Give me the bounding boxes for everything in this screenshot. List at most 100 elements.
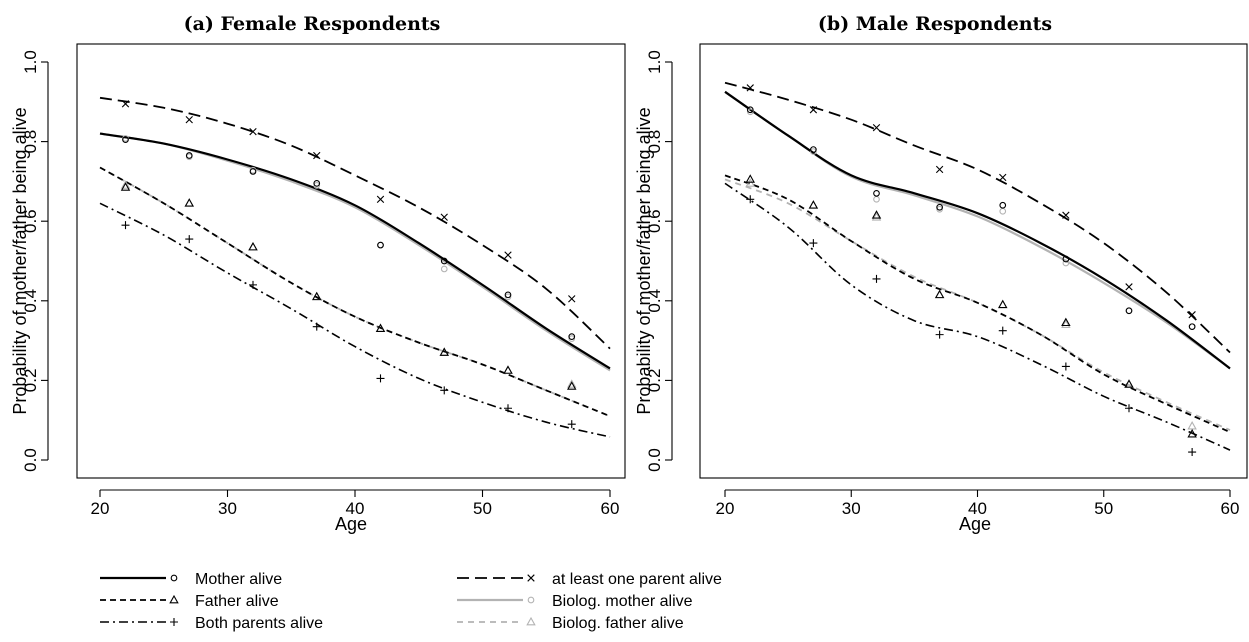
data-point-biomother (936, 205, 943, 213)
data-point-both (440, 386, 449, 395)
data-point-mother (1188, 323, 1196, 331)
y-tick-label: 0.4 (21, 289, 40, 313)
y-tick-label: 1.0 (21, 50, 40, 74)
data-point-mother (185, 152, 193, 159)
x-tick-label: 50 (1094, 499, 1113, 518)
legend-label: Biolog. mother alive (552, 593, 693, 610)
y-tick-label: 0.8 (21, 130, 40, 154)
data-point-atleast (746, 84, 754, 92)
y-tick-label: 0.6 (21, 209, 40, 233)
data-point-biomother (313, 182, 321, 189)
chart-title: (a) Female Respondents (184, 13, 441, 35)
legend-label: Both parents alive (195, 615, 323, 632)
data-point-biomother (1062, 259, 1070, 267)
data-point-father (567, 381, 577, 390)
data-point-mother (313, 180, 321, 187)
data-point-both (504, 404, 512, 413)
legend-item-biofather: Biolog. father alive (457, 615, 684, 632)
data-point-biofather (745, 178, 755, 187)
legend-marker (170, 618, 178, 626)
data-point-both (249, 280, 257, 289)
data-point-atleast (1062, 211, 1070, 219)
y-tick-label: 0.2 (645, 369, 664, 393)
x-tick-label: 40 (346, 499, 365, 518)
data-point-mother (377, 241, 384, 249)
legend-item-atleast: at least one parent alive (457, 571, 722, 588)
series-points (745, 84, 1197, 457)
y-tick-label: 0.2 (21, 369, 40, 393)
data-point-both (1125, 404, 1133, 413)
data-point-father (998, 299, 1008, 309)
series-line-mother (724, 90, 1231, 370)
data-point-father (1061, 317, 1071, 327)
data-point-father (745, 174, 755, 183)
legend-marker (169, 594, 179, 604)
data-point-father (248, 241, 258, 251)
y-axis-label: Probability of mother/father being alive (634, 107, 654, 414)
x-axis: 20 30 40 50 60 (91, 489, 620, 518)
data-point-biofather (1187, 421, 1197, 430)
x-tick-label: 60 (1221, 499, 1240, 518)
data-point-both (809, 239, 818, 248)
data-point-mother (568, 333, 576, 340)
data-point-both (746, 195, 755, 204)
data-point-atleast (809, 106, 818, 114)
data-point-mother (504, 291, 512, 299)
data-point-mother (936, 203, 943, 211)
data-point-atleast (440, 213, 448, 221)
data-point-both (312, 322, 321, 331)
data-point-biomother (504, 293, 512, 301)
series-line-biomother (724, 90, 1231, 370)
series-line-atleast (99, 96, 611, 350)
x-tick-label: 60 (601, 499, 620, 518)
data-point-father (503, 365, 513, 374)
data-point-both (998, 326, 1007, 335)
x-tick-label: 40 (968, 499, 987, 518)
data-point-mother (122, 136, 129, 143)
y-tick-label: 0.6 (645, 209, 664, 233)
x-axis: 20 30 40 50 60 (716, 489, 1240, 518)
data-point-mother (999, 201, 1007, 209)
data-point-atleast (872, 123, 881, 132)
data-point-father (375, 323, 386, 333)
chart-title: (b) Male Respondents (818, 13, 1052, 35)
legend-item-mother: Mother alive (100, 571, 282, 588)
plot-frame (76, 43, 626, 479)
data-point-father (120, 182, 131, 191)
legend-label: at least one parent alive (552, 571, 722, 588)
plot-frame (699, 43, 1248, 479)
data-point-both (872, 274, 881, 283)
x-tick-label: 30 (842, 499, 861, 518)
data-point-atleast (185, 116, 193, 124)
data-point-atleast (313, 151, 321, 160)
y-tick-label: 0.0 (21, 448, 40, 472)
x-tick-label: 20 (716, 499, 735, 518)
legend-label: Father alive (195, 593, 279, 610)
data-point-father (808, 200, 819, 209)
data-point-both (1061, 362, 1070, 371)
series-line-both (99, 202, 611, 438)
data-point-mother (746, 106, 754, 114)
data-point-both (935, 330, 944, 339)
series-line-biomother (99, 132, 611, 372)
series-line-atleast (724, 81, 1231, 354)
data-point-atleast (376, 195, 385, 203)
x-axis-label: Age (335, 514, 367, 534)
data-point-biofather (120, 180, 131, 189)
data-point-both (185, 235, 194, 244)
data-point-father (934, 289, 945, 299)
data-point-mother (249, 168, 257, 175)
x-axis-label: Age (959, 514, 991, 534)
data-point-biomother (440, 265, 448, 273)
data-point-father (871, 210, 882, 219)
data-point-father (312, 291, 322, 301)
data-point-biomother (873, 195, 880, 203)
data-point-mother (440, 257, 448, 265)
data-point-both (1188, 448, 1197, 457)
data-point-mother (810, 146, 817, 153)
y-tick-label: 0.4 (645, 289, 664, 313)
data-point-atleast (1125, 283, 1133, 291)
series-line-father (724, 174, 1231, 433)
x-tick-label: 30 (218, 499, 237, 518)
legend-label: Biolog. father alive (552, 615, 684, 632)
